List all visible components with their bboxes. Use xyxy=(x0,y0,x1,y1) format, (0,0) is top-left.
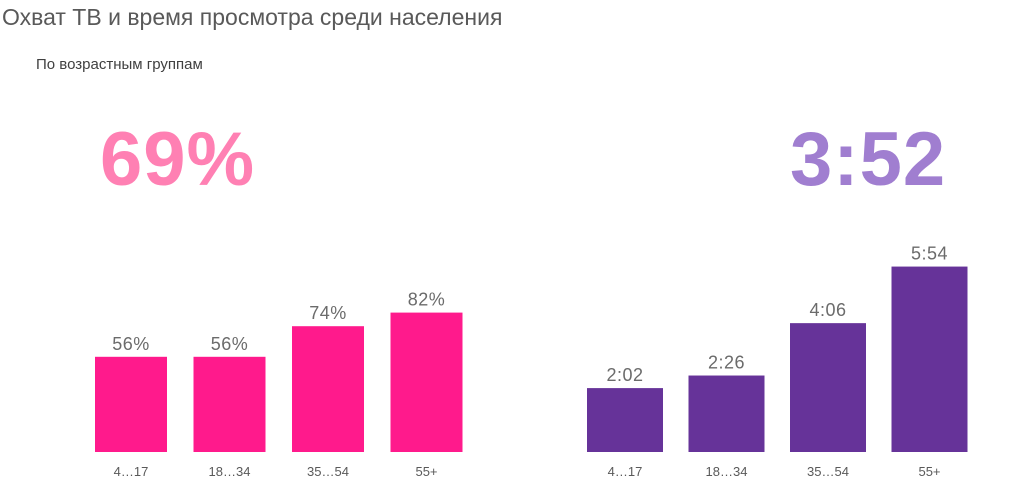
reach-category-label-1: 4…17 xyxy=(114,464,149,479)
reach-data-label-3: 74% xyxy=(309,303,347,323)
viewing-time-bar-chart: 2:02 4…17 2:26 18…34 4:06 35…54 5:54 55+ xyxy=(587,244,968,479)
time-bar-3 xyxy=(790,323,866,452)
reach-data-label-1: 56% xyxy=(112,334,150,354)
reach-bar-2 xyxy=(193,356,266,452)
time-data-label-3: 4:06 xyxy=(809,300,846,320)
reach-data-label-2: 56% xyxy=(211,334,249,354)
time-category-label-3: 35…54 xyxy=(807,464,849,479)
time-bar-1 xyxy=(587,388,663,452)
reach-bar-4 xyxy=(390,312,463,452)
reach-category-label-3: 35…54 xyxy=(307,464,349,479)
time-category-label-2: 18…34 xyxy=(706,464,748,479)
reach-bar-3 xyxy=(292,326,364,452)
reach-data-label-4: 82% xyxy=(408,290,446,310)
page-title: Охват ТВ и время просмотра среди населен… xyxy=(2,4,503,30)
reach-headline-value: 69% xyxy=(100,117,256,202)
time-bar-2 xyxy=(688,375,765,452)
time-category-label-4: 55+ xyxy=(918,464,940,479)
reach-bar-chart: 56% 4…17 56% 18…34 74% 35…54 82% 55+ xyxy=(95,290,463,479)
viewing-time-headline-value: 3:52 xyxy=(790,117,947,202)
reach-category-label-2: 18…34 xyxy=(209,464,251,479)
reach-category-label-4: 55+ xyxy=(415,464,437,479)
time-data-label-2: 2:26 xyxy=(708,353,745,373)
time-category-label-1: 4…17 xyxy=(608,464,643,479)
reach-bar-1 xyxy=(95,356,167,452)
time-bar-4 xyxy=(891,266,968,452)
time-data-label-1: 2:02 xyxy=(606,365,643,385)
chart-subtitle: По возрастным группам xyxy=(36,56,203,73)
time-data-label-4: 5:54 xyxy=(911,244,948,264)
